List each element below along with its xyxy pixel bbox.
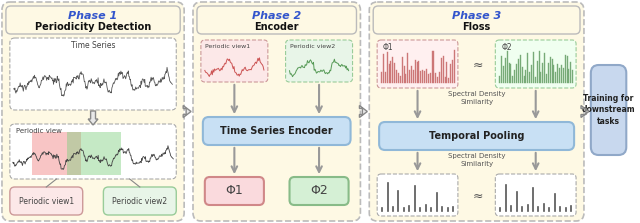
FancyBboxPatch shape <box>193 2 360 221</box>
Polygon shape <box>183 105 191 118</box>
Text: Periodic view1: Periodic view1 <box>205 45 250 50</box>
FancyBboxPatch shape <box>495 40 576 88</box>
Text: Encoder: Encoder <box>255 22 299 32</box>
FancyBboxPatch shape <box>289 177 349 205</box>
Text: Periodic view1: Periodic view1 <box>19 196 74 206</box>
FancyBboxPatch shape <box>591 65 627 155</box>
FancyBboxPatch shape <box>2 2 184 221</box>
FancyBboxPatch shape <box>6 6 180 34</box>
Text: Spectral Density
Similarity: Spectral Density Similarity <box>448 91 506 105</box>
Text: Floss: Floss <box>463 22 491 32</box>
FancyBboxPatch shape <box>10 124 176 179</box>
FancyBboxPatch shape <box>377 40 458 88</box>
FancyBboxPatch shape <box>104 187 176 215</box>
FancyBboxPatch shape <box>10 187 83 215</box>
FancyBboxPatch shape <box>201 40 268 82</box>
FancyBboxPatch shape <box>495 174 576 216</box>
Text: Φ1: Φ1 <box>225 184 243 198</box>
Text: Periodicity Detection: Periodicity Detection <box>35 22 151 32</box>
FancyBboxPatch shape <box>205 177 264 205</box>
Text: Temporal Pooling: Temporal Pooling <box>429 131 524 141</box>
Text: $\approx$: $\approx$ <box>470 188 483 202</box>
Text: Time Series: Time Series <box>71 41 115 50</box>
Text: Φ2: Φ2 <box>310 184 328 198</box>
FancyBboxPatch shape <box>373 6 580 34</box>
Text: Periodic view: Periodic view <box>16 128 61 134</box>
Text: Periodic view2: Periodic view2 <box>112 196 168 206</box>
Text: Phase 1: Phase 1 <box>68 11 118 21</box>
Text: Training for
downstream
tasks: Training for downstream tasks <box>582 94 636 126</box>
Polygon shape <box>581 105 589 118</box>
FancyBboxPatch shape <box>197 6 356 34</box>
Bar <box>31 132 81 175</box>
FancyBboxPatch shape <box>285 40 353 82</box>
Polygon shape <box>88 111 98 125</box>
Bar <box>67 132 121 175</box>
FancyBboxPatch shape <box>10 38 176 110</box>
Text: $\approx$: $\approx$ <box>470 58 483 70</box>
Text: Periodic view2: Periodic view2 <box>289 45 335 50</box>
Text: Φ1: Φ1 <box>383 43 394 52</box>
Text: Φ2: Φ2 <box>501 43 512 52</box>
Text: Time Series Encoder: Time Series Encoder <box>220 126 333 136</box>
Text: Spectral Density
Similarity: Spectral Density Similarity <box>448 153 506 167</box>
Text: Phase 2: Phase 2 <box>252 11 301 21</box>
FancyBboxPatch shape <box>379 122 574 150</box>
FancyBboxPatch shape <box>203 117 351 145</box>
Text: Phase 3: Phase 3 <box>452 11 501 21</box>
FancyBboxPatch shape <box>369 2 584 221</box>
FancyBboxPatch shape <box>377 174 458 216</box>
Polygon shape <box>360 105 367 118</box>
